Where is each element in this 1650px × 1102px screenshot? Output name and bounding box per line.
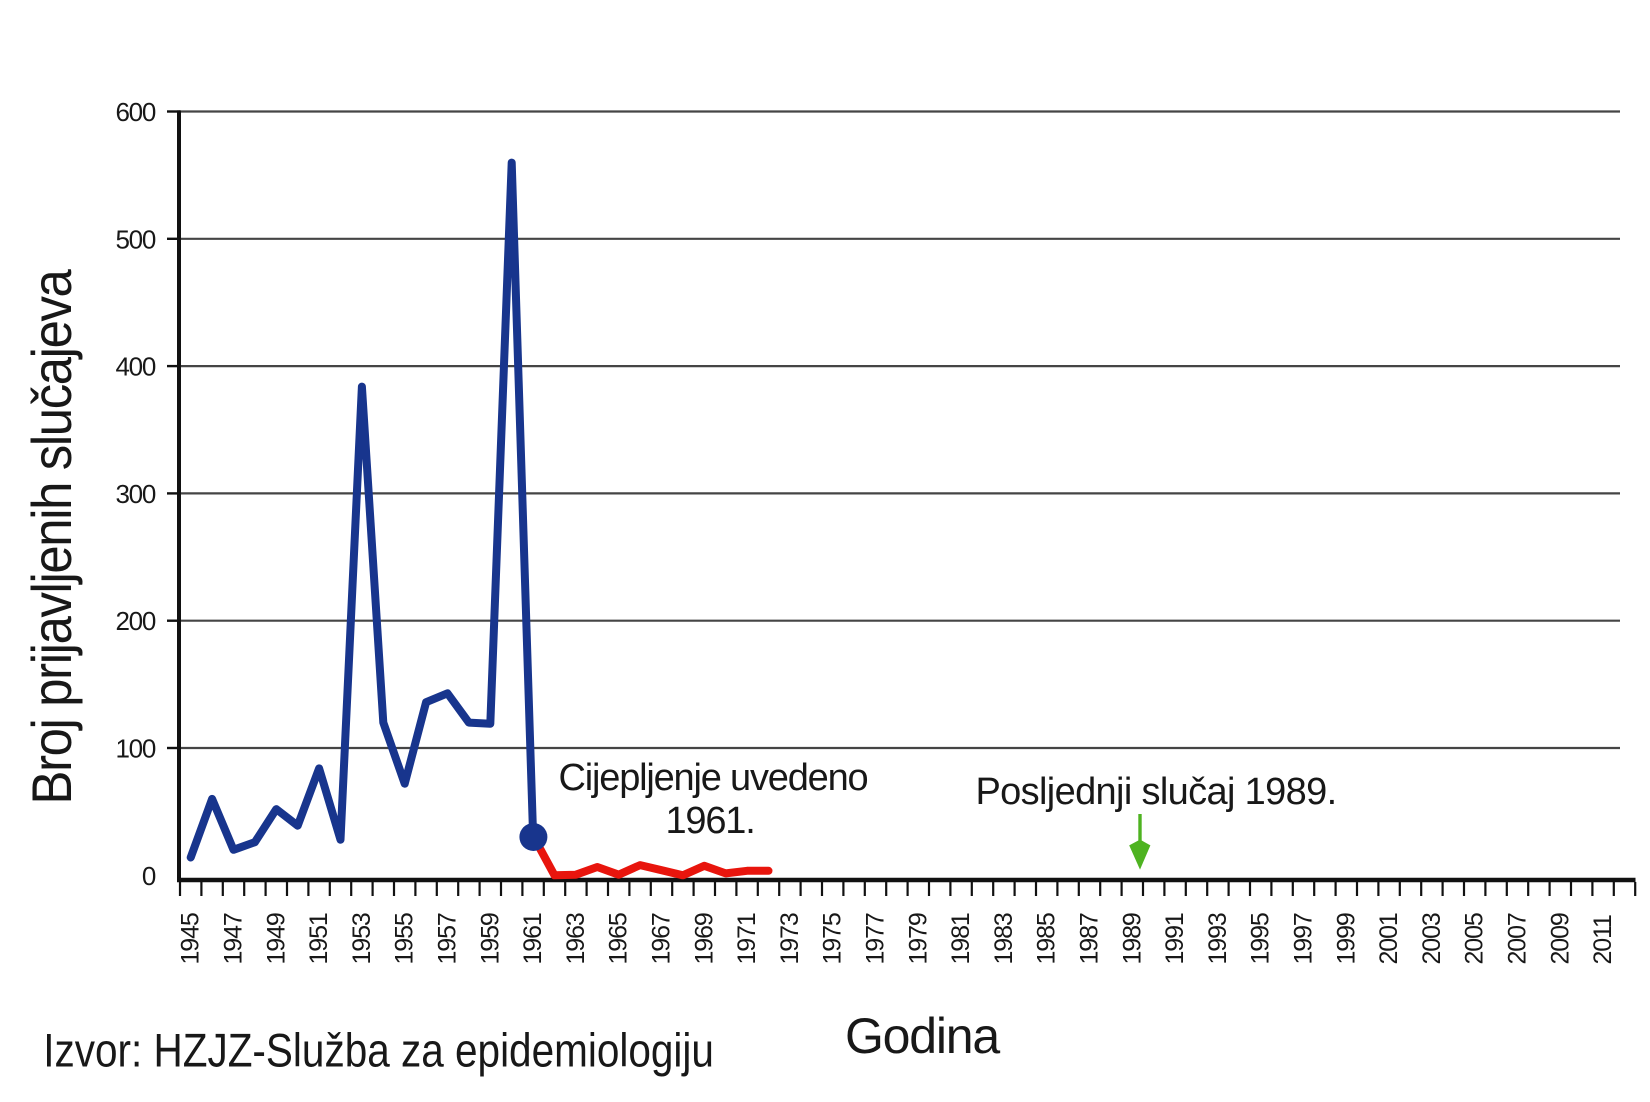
svg-text:200: 200 bbox=[116, 606, 156, 636]
svg-text:1965: 1965 bbox=[605, 913, 633, 964]
svg-text:1999: 1999 bbox=[1332, 913, 1360, 964]
svg-text:2003: 2003 bbox=[1418, 913, 1446, 964]
svg-text:1949: 1949 bbox=[262, 913, 290, 964]
svg-text:1959: 1959 bbox=[476, 913, 504, 964]
svg-text:300: 300 bbox=[116, 479, 156, 509]
svg-text:1997: 1997 bbox=[1290, 913, 1318, 964]
svg-text:1963: 1963 bbox=[562, 913, 590, 964]
svg-text:Broj prijavljenih slučajeva: Broj prijavljenih slučajeva bbox=[22, 269, 84, 805]
svg-text:0: 0 bbox=[142, 861, 156, 891]
svg-text:1995: 1995 bbox=[1247, 913, 1275, 964]
svg-text:Cijepljenje uvedeno: Cijepljenje uvedeno bbox=[559, 757, 868, 799]
svg-text:1961: 1961 bbox=[519, 913, 547, 964]
svg-text:1989: 1989 bbox=[1118, 913, 1146, 964]
svg-text:1971: 1971 bbox=[733, 913, 761, 964]
svg-text:1947: 1947 bbox=[220, 913, 248, 964]
svg-text:1951: 1951 bbox=[305, 913, 333, 964]
svg-text:Godina: Godina bbox=[845, 1008, 1000, 1064]
svg-text:1987: 1987 bbox=[1076, 913, 1104, 964]
svg-text:100: 100 bbox=[116, 734, 156, 764]
svg-text:1961.: 1961. bbox=[665, 800, 754, 842]
svg-text:1953: 1953 bbox=[348, 913, 376, 964]
svg-text:1977: 1977 bbox=[862, 913, 890, 964]
svg-text:1985: 1985 bbox=[1033, 913, 1061, 964]
svg-text:1993: 1993 bbox=[1204, 913, 1232, 964]
svg-text:1981: 1981 bbox=[947, 913, 975, 964]
svg-text:2001: 2001 bbox=[1375, 913, 1403, 964]
svg-text:1957: 1957 bbox=[434, 913, 462, 964]
svg-text:2005: 2005 bbox=[1461, 913, 1489, 964]
svg-text:1983: 1983 bbox=[990, 913, 1018, 964]
svg-text:1969: 1969 bbox=[690, 913, 718, 964]
svg-text:600: 600 bbox=[116, 97, 156, 127]
svg-text:Posljednji slučaj 1989.: Posljednji slučaj 1989. bbox=[975, 771, 1336, 813]
svg-text:1979: 1979 bbox=[904, 913, 932, 964]
svg-text:1991: 1991 bbox=[1161, 913, 1189, 964]
svg-text:Izvor: HZJZ-Služba za epidemio: Izvor: HZJZ-Služba za epidemiologiju bbox=[43, 1025, 714, 1077]
svg-text:1945: 1945 bbox=[177, 913, 205, 964]
svg-text:1973: 1973 bbox=[776, 913, 804, 964]
svg-text:1955: 1955 bbox=[391, 913, 419, 964]
svg-text:500: 500 bbox=[116, 224, 156, 254]
svg-text:1975: 1975 bbox=[819, 913, 847, 964]
svg-text:400: 400 bbox=[116, 352, 156, 382]
svg-text:2011: 2011 bbox=[1589, 915, 1617, 965]
svg-text:2007: 2007 bbox=[1504, 913, 1532, 964]
svg-text:2009: 2009 bbox=[1546, 913, 1574, 964]
svg-text:1967: 1967 bbox=[648, 913, 676, 964]
